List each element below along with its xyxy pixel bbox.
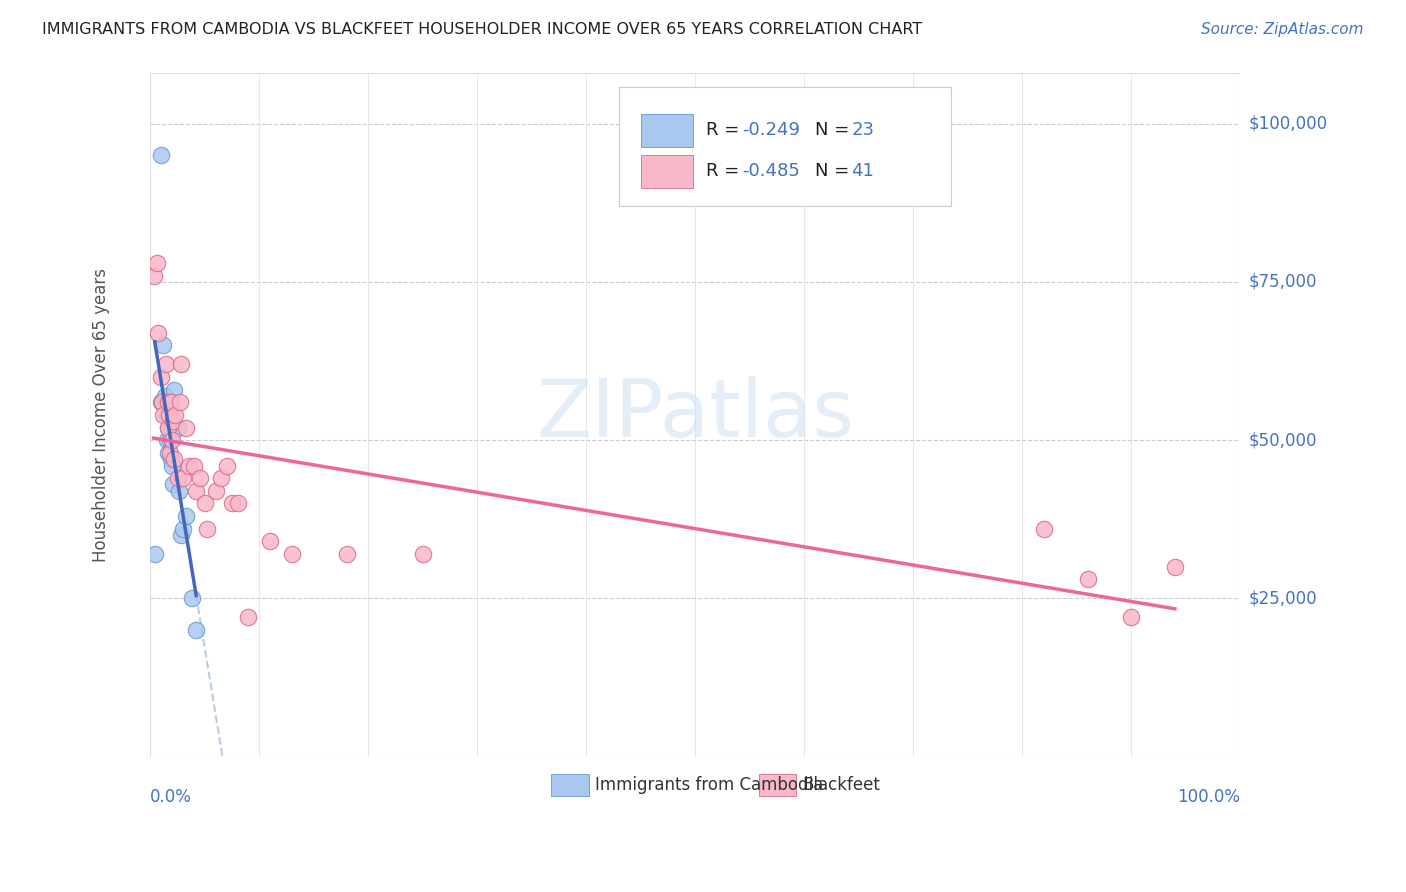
Point (238, 610, 260, 624)
Point (163, 452, 186, 467)
Point (156, 408, 179, 422)
Point (146, 256, 169, 270)
Point (194, 496, 217, 510)
Point (180, 591, 202, 606)
Text: $75,000: $75,000 (1249, 273, 1317, 291)
FancyBboxPatch shape (619, 87, 952, 206)
Point (204, 483, 226, 498)
Text: 100.0%: 100.0% (1177, 788, 1240, 805)
Point (157, 395, 180, 409)
Point (1121, 610, 1143, 624)
Point (1033, 522, 1056, 536)
Text: $25,000: $25,000 (1249, 590, 1317, 607)
Point (176, 509, 198, 524)
Point (159, 446, 181, 460)
Point (167, 483, 190, 498)
Text: -0.485: -0.485 (742, 162, 800, 180)
Point (172, 522, 194, 536)
Point (156, 395, 179, 409)
Point (150, 395, 173, 409)
Text: Blackfeet: Blackfeet (803, 776, 880, 794)
Point (183, 458, 205, 473)
Point (215, 458, 238, 473)
Point (170, 528, 193, 542)
Point (142, 268, 165, 283)
Point (160, 433, 183, 447)
Point (176, 420, 198, 434)
Point (160, 395, 183, 409)
Text: -0.249: -0.249 (742, 121, 800, 139)
Point (226, 496, 249, 510)
Text: N =: N = (815, 162, 855, 180)
Text: IMMIGRANTS FROM CAMBODIA VS BLACKFEET HOUSEHOLDER INCOME OVER 65 YEARS CORRELATI: IMMIGRANTS FROM CAMBODIA VS BLACKFEET HO… (42, 22, 922, 37)
Point (190, 471, 212, 485)
Text: 23: 23 (851, 121, 875, 139)
Point (159, 433, 181, 447)
Point (162, 477, 184, 491)
Text: 0.0%: 0.0% (150, 788, 193, 805)
Point (195, 522, 218, 536)
FancyBboxPatch shape (641, 114, 693, 147)
Point (157, 408, 180, 422)
Point (162, 414, 184, 428)
Point (152, 408, 174, 422)
Text: N =: N = (815, 121, 855, 139)
Text: $100,000: $100,000 (1249, 115, 1327, 133)
Point (160, 458, 183, 473)
Text: ZIPatlas: ZIPatlas (536, 376, 855, 454)
Point (156, 420, 179, 434)
Point (163, 383, 186, 397)
Point (259, 534, 281, 549)
Point (159, 408, 181, 422)
Point (166, 471, 188, 485)
Text: Source: ZipAtlas.com: Source: ZipAtlas.com (1201, 22, 1364, 37)
Point (153, 389, 176, 403)
Point (169, 395, 191, 409)
Text: Householder Income Over 65 years: Householder Income Over 65 years (93, 268, 110, 562)
Point (172, 471, 194, 485)
Text: Immigrants from Cambodia: Immigrants from Cambodia (595, 776, 824, 794)
Point (156, 446, 179, 460)
Point (1164, 559, 1187, 574)
Point (155, 357, 177, 371)
Point (335, 547, 357, 561)
Point (1077, 573, 1099, 587)
FancyBboxPatch shape (758, 774, 796, 796)
Point (281, 547, 304, 561)
Point (166, 420, 188, 434)
Point (150, 148, 173, 162)
Text: R =: R = (706, 121, 745, 139)
Point (412, 547, 434, 561)
Point (186, 623, 208, 637)
Text: R =: R = (706, 162, 745, 180)
Point (221, 496, 243, 510)
FancyBboxPatch shape (551, 774, 589, 796)
Point (156, 420, 179, 434)
Point (186, 483, 208, 498)
Point (209, 471, 232, 485)
Point (160, 452, 183, 467)
Point (165, 408, 187, 422)
FancyBboxPatch shape (641, 155, 693, 188)
Point (177, 458, 200, 473)
Point (143, 547, 166, 561)
Point (146, 326, 169, 340)
Point (170, 357, 193, 371)
Text: 41: 41 (851, 162, 875, 180)
Text: $50,000: $50,000 (1249, 431, 1317, 450)
Point (152, 338, 174, 352)
Point (150, 369, 173, 384)
Point (156, 433, 179, 447)
Point (150, 395, 173, 409)
